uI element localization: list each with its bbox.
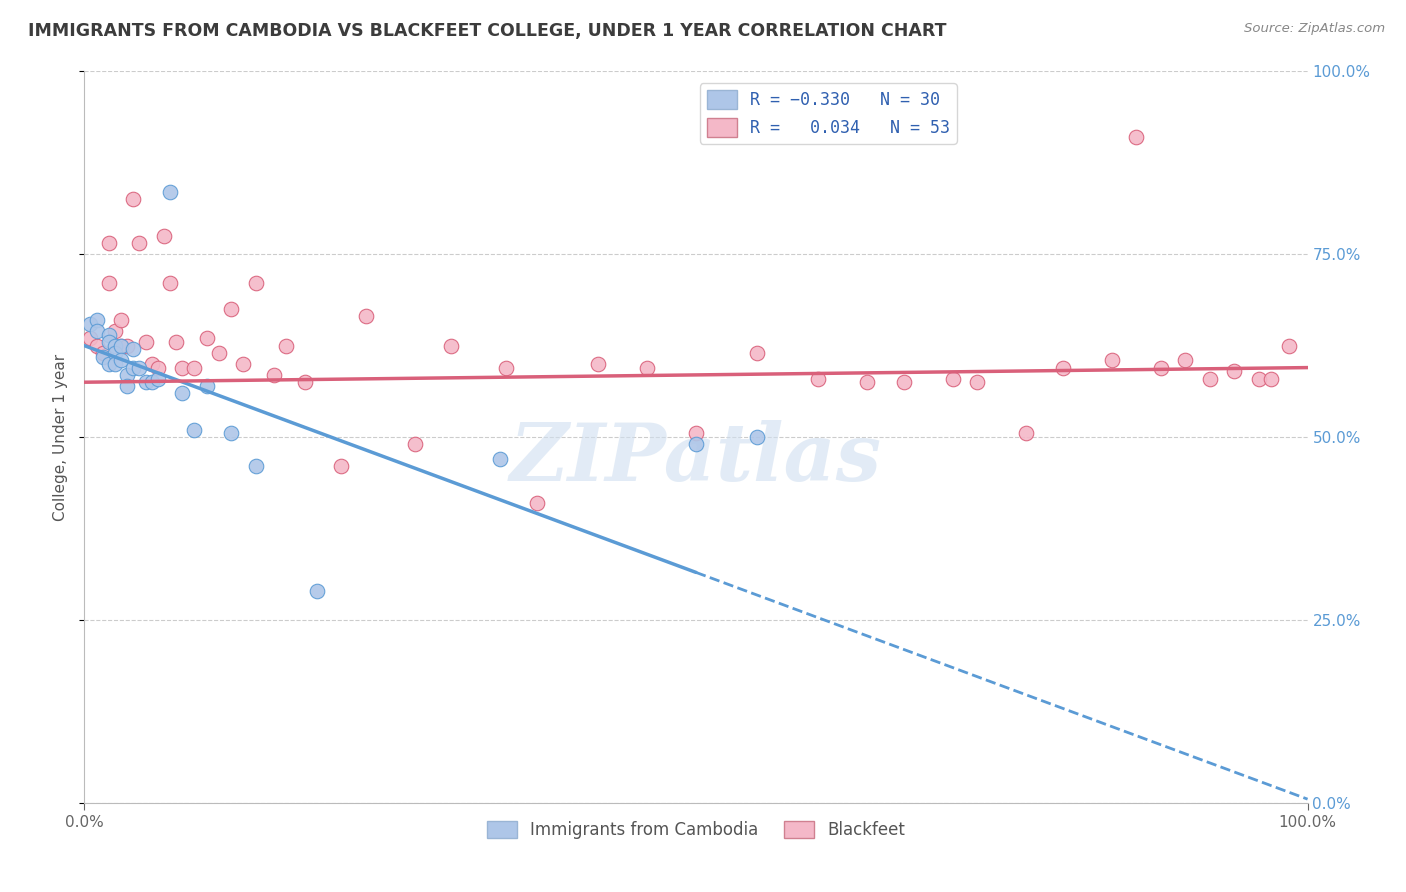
Point <box>330 459 353 474</box>
Point <box>128 236 150 251</box>
Point <box>135 376 157 390</box>
Point <box>807 371 830 385</box>
Point <box>183 360 205 375</box>
Point <box>942 371 965 385</box>
Point <box>1015 426 1038 441</box>
Point <box>97 277 120 291</box>
Point <box>1247 371 1270 385</box>
Point <box>104 324 127 338</box>
Point <box>86 338 108 352</box>
Point <box>586 357 609 371</box>
Point <box>404 437 426 451</box>
Point <box>263 368 285 382</box>
Y-axis label: College, Under 1 year: College, Under 1 year <box>53 353 69 521</box>
Point <box>1150 360 1173 375</box>
Point <box>115 379 138 393</box>
Point <box>122 343 145 357</box>
Point <box>104 346 127 360</box>
Point <box>966 376 988 390</box>
Point <box>893 376 915 390</box>
Point <box>159 277 181 291</box>
Point <box>636 360 658 375</box>
Point <box>122 193 145 207</box>
Point <box>115 368 138 382</box>
Text: Source: ZipAtlas.com: Source: ZipAtlas.com <box>1244 22 1385 36</box>
Point <box>97 334 120 349</box>
Point <box>1278 338 1301 352</box>
Point <box>86 313 108 327</box>
Point <box>489 452 512 467</box>
Point <box>1101 353 1123 368</box>
Point <box>79 331 101 345</box>
Point <box>245 459 267 474</box>
Point <box>110 353 132 368</box>
Point <box>195 331 218 345</box>
Point <box>294 376 316 390</box>
Point <box>115 338 138 352</box>
Point <box>305 583 328 598</box>
Point <box>747 430 769 444</box>
Point <box>195 379 218 393</box>
Point <box>1198 371 1220 385</box>
Point <box>856 376 879 390</box>
Point <box>97 357 120 371</box>
Point <box>86 324 108 338</box>
Point <box>440 338 463 352</box>
Point <box>354 310 377 324</box>
Text: IMMIGRANTS FROM CAMBODIA VS BLACKFEET COLLEGE, UNDER 1 YEAR CORRELATION CHART: IMMIGRANTS FROM CAMBODIA VS BLACKFEET CO… <box>28 22 946 40</box>
Point <box>104 338 127 352</box>
Legend: Immigrants from Cambodia, Blackfeet: Immigrants from Cambodia, Blackfeet <box>481 814 911 846</box>
Point <box>159 185 181 199</box>
Point <box>219 426 242 441</box>
Point <box>91 350 114 364</box>
Point <box>526 496 548 510</box>
Point <box>135 334 157 349</box>
Point <box>183 423 205 437</box>
Point <box>153 228 176 243</box>
Point <box>172 360 194 375</box>
Point <box>495 360 517 375</box>
Point <box>685 426 707 441</box>
Point <box>110 338 132 352</box>
Point <box>219 301 242 317</box>
Text: ZIPatlas: ZIPatlas <box>510 420 882 498</box>
Point <box>232 357 254 371</box>
Point <box>1052 360 1074 375</box>
Point <box>146 371 169 385</box>
Point <box>685 437 707 451</box>
Point <box>79 317 101 331</box>
Point <box>276 338 298 352</box>
Point <box>97 327 120 342</box>
Point <box>110 338 132 352</box>
Point <box>172 386 194 401</box>
Point <box>146 360 169 375</box>
Point <box>128 360 150 375</box>
Point <box>104 357 127 371</box>
Point <box>1174 353 1197 368</box>
Point <box>110 313 132 327</box>
Point <box>1260 371 1282 385</box>
Point <box>747 346 769 360</box>
Point <box>165 334 187 349</box>
Point <box>91 346 114 360</box>
Point <box>122 360 145 375</box>
Point <box>208 346 231 360</box>
Point <box>245 277 267 291</box>
Point <box>1125 130 1147 145</box>
Point <box>97 236 120 251</box>
Point <box>141 376 163 390</box>
Point <box>1223 364 1246 378</box>
Point <box>141 357 163 371</box>
